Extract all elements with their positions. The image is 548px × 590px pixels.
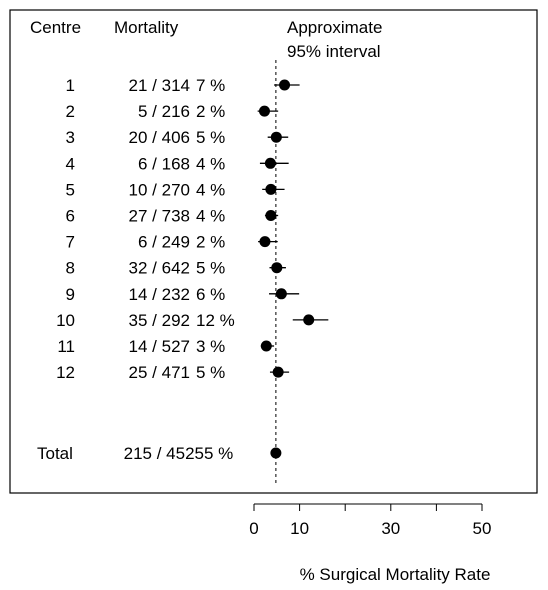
header-interval-line2: 95% interval xyxy=(287,42,381,61)
row-12-point xyxy=(272,366,284,378)
row-12-centre: 12 xyxy=(56,363,75,382)
row-10-deaths-total: 35 / 292 xyxy=(129,311,190,330)
row-4-rate: 4 % xyxy=(196,154,225,173)
row-10-centre: 10 xyxy=(56,311,75,330)
rows-group: 1 21 / 314 7 % 2 5 / 216 2 % 3 20 / 406 5 % 4 6 / … xyxy=(56,76,329,382)
x-tick-label-10: 10 xyxy=(290,519,309,538)
x-tick-label-0: 0 xyxy=(249,519,258,538)
total-row: Total 215 / 4525 5 % xyxy=(37,444,282,463)
row-1-point xyxy=(279,79,291,91)
row-1-rate: 7 % xyxy=(196,76,225,95)
row-2-centre: 2 xyxy=(66,102,75,121)
row-3-point xyxy=(270,131,282,143)
x-axis-ticks: 0 10 30 50 xyxy=(249,504,491,538)
row-4-deaths-total: 6 / 168 xyxy=(138,154,190,173)
row-8-rate: 5 % xyxy=(196,259,225,278)
row-11-rate: 3 % xyxy=(196,337,225,356)
row-9-rate: 6 % xyxy=(196,285,225,304)
row-1-deaths-total: 21 / 314 xyxy=(129,76,190,95)
row-5-rate: 4 % xyxy=(196,180,225,199)
row-11-deaths-total: 14 / 527 xyxy=(129,337,190,356)
row-11-centre: 11 xyxy=(57,337,75,356)
total-deaths-total: 215 / 4525 xyxy=(124,444,204,463)
row-6-rate: 4 % xyxy=(196,207,225,226)
row-4-centre: 4 xyxy=(66,154,75,173)
row-3-centre: 3 xyxy=(66,128,75,147)
row-2-point xyxy=(258,105,270,117)
total-rate: 5 % xyxy=(204,444,233,463)
plot-frame xyxy=(9,9,538,494)
row-7-deaths-total: 6 / 249 xyxy=(138,233,190,252)
row-6-deaths-total: 27 / 738 xyxy=(129,207,190,226)
row-8-centre: 8 xyxy=(66,259,75,278)
row-1-centre: 1 xyxy=(66,76,75,95)
row-8-point xyxy=(271,262,283,274)
row-5-point xyxy=(265,183,277,195)
row-6-point xyxy=(265,210,277,221)
header-interval-line1: Approximate xyxy=(287,18,382,37)
row-9-centre: 9 xyxy=(66,285,75,304)
header-centre: Centre xyxy=(30,18,81,37)
row-10-rate: 12 % xyxy=(196,311,235,330)
row-3-deaths-total: 20 / 406 xyxy=(129,128,190,147)
row-7-centre: 7 xyxy=(66,233,75,252)
row-3-rate: 5 % xyxy=(196,128,225,147)
row-12-rate: 5 % xyxy=(196,363,225,382)
row-7-point xyxy=(259,236,271,248)
x-tick-label-50: 50 xyxy=(473,519,492,538)
x-axis-label: % Surgical Mortality Rate xyxy=(300,565,491,584)
row-8-deaths-total: 32 / 642 xyxy=(129,259,190,278)
row-5-centre: 5 xyxy=(66,180,75,199)
row-4-point xyxy=(264,157,276,169)
row-7-rate: 2 % xyxy=(196,233,225,252)
row-9-point xyxy=(275,288,287,300)
row-9-deaths-total: 14 / 232 xyxy=(129,285,190,304)
row-2-deaths-total: 5 / 216 xyxy=(138,102,190,121)
total-centre: Total xyxy=(37,444,73,463)
header-mortality: Mortality xyxy=(114,18,179,37)
total-point xyxy=(270,447,282,459)
row-2-rate: 2 % xyxy=(196,102,225,121)
row-6-centre: 6 xyxy=(66,207,75,226)
x-tick-label-30: 30 xyxy=(381,519,400,538)
row-12-deaths-total: 25 / 471 xyxy=(129,363,190,382)
row-5-deaths-total: 10 / 270 xyxy=(129,180,190,199)
row-10-point xyxy=(303,314,315,326)
row-11-point xyxy=(260,340,272,352)
